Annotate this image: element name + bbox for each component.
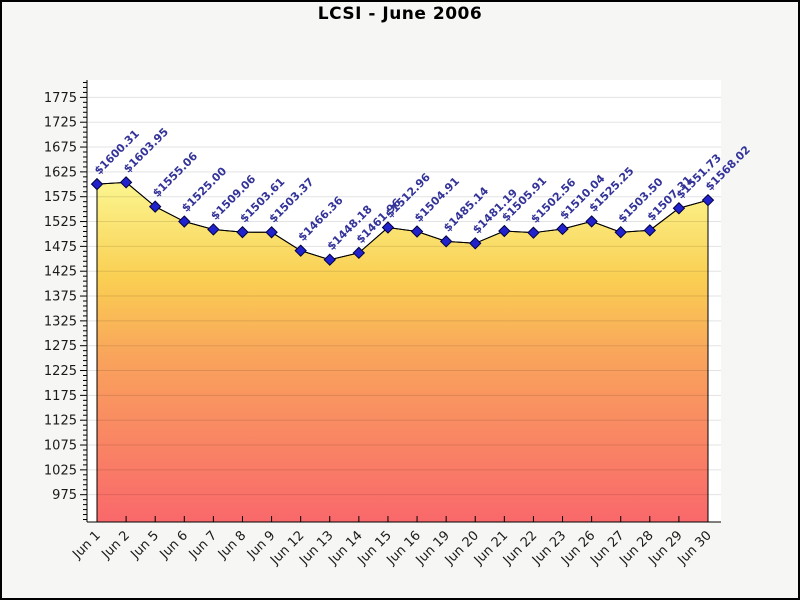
data-point-marker bbox=[90, 177, 104, 191]
y-tick-label: 1125 bbox=[44, 414, 77, 429]
y-tick-label: 975 bbox=[52, 488, 77, 503]
price-line bbox=[96, 181, 709, 261]
data-point-marker bbox=[294, 244, 307, 257]
data-point-marker bbox=[381, 221, 395, 234]
y-tick-label: 1375 bbox=[44, 290, 77, 305]
y-tick-label: 1425 bbox=[44, 265, 77, 280]
y-tick-label: 1025 bbox=[44, 463, 77, 478]
data-point-marker bbox=[265, 226, 278, 239]
y-tick-label: 1225 bbox=[44, 364, 77, 379]
y-tick-label: 1625 bbox=[44, 165, 77, 180]
y-tick-label: 1175 bbox=[44, 389, 77, 404]
y-tick-label: 1275 bbox=[44, 339, 77, 354]
data-point-marker bbox=[207, 223, 220, 236]
data-point-marker bbox=[352, 246, 366, 260]
y-tick-label: 1575 bbox=[44, 190, 77, 205]
data-point-marker bbox=[119, 176, 133, 189]
data-point-marker bbox=[701, 193, 715, 207]
data-point-marker bbox=[236, 225, 249, 239]
data-point-marker bbox=[556, 222, 569, 236]
data-point-marker bbox=[672, 202, 686, 215]
data-point-marker bbox=[498, 224, 511, 238]
data-point-marker bbox=[614, 226, 627, 239]
data-point-marker bbox=[439, 235, 453, 248]
y-tick-label: 1725 bbox=[44, 116, 77, 131]
y-tick-label: 1675 bbox=[44, 141, 77, 156]
data-point-marker bbox=[643, 224, 657, 237]
y-tick-label: 1075 bbox=[44, 439, 77, 454]
data-point-marker bbox=[585, 215, 598, 228]
x-tick-label: Jun 8 bbox=[215, 528, 249, 562]
x-tick-label: Jun 1 bbox=[69, 528, 103, 562]
data-point-marker bbox=[527, 226, 540, 239]
data-point-marker bbox=[178, 215, 191, 228]
y-tick-label: 1325 bbox=[44, 314, 77, 329]
data-point-marker bbox=[323, 253, 336, 266]
x-tick-label: Jun 7 bbox=[186, 528, 220, 562]
y-tick-label: 1475 bbox=[44, 240, 77, 255]
x-tick-label: Jun 6 bbox=[157, 528, 191, 562]
x-tick-label: Jun 2 bbox=[98, 528, 132, 562]
y-tick-label: 1525 bbox=[44, 215, 77, 230]
data-point-marker bbox=[469, 237, 482, 250]
x-tick-label: Jun 5 bbox=[128, 528, 162, 562]
chart-title: LCSI - June 2006 bbox=[317, 4, 483, 24]
data-point-marker bbox=[410, 225, 424, 238]
y-tick-label: 1775 bbox=[44, 91, 77, 106]
data-point-marker bbox=[148, 200, 162, 213]
